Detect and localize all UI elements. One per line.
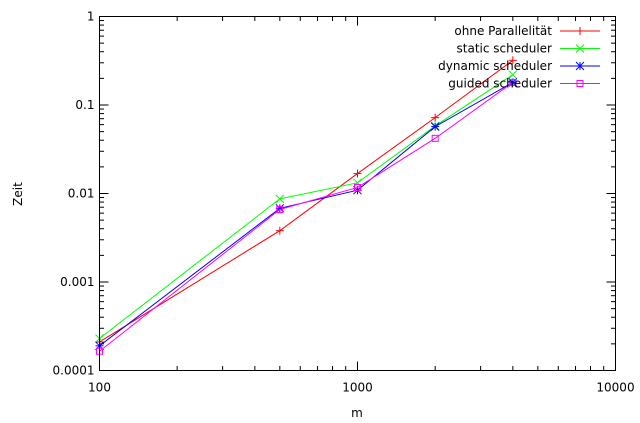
legend-marker bbox=[576, 80, 584, 87]
legend-marker bbox=[575, 61, 585, 71]
legend-label: dynamic scheduler bbox=[438, 59, 552, 73]
data-point bbox=[275, 194, 285, 204]
series-line bbox=[99, 82, 514, 352]
y-tick-label: 0.0001 bbox=[53, 364, 95, 378]
legend-label: ohne Parallelität bbox=[454, 24, 552, 38]
plot-frame bbox=[99, 16, 616, 371]
legend-entry: dynamic scheduler bbox=[438, 59, 600, 73]
legend-label: static scheduler bbox=[457, 42, 553, 56]
series-layer bbox=[95, 56, 518, 355]
series-dynamic-scheduler bbox=[95, 78, 518, 351]
data-point bbox=[509, 78, 517, 86]
data-point bbox=[431, 113, 440, 122]
legend: ohne Parallelität static scheduler dynamic… bbox=[438, 24, 600, 91]
data-point bbox=[508, 56, 517, 65]
legend-marker bbox=[576, 27, 584, 35]
y-tick-label: 0.001 bbox=[60, 275, 94, 289]
data-point bbox=[508, 70, 518, 80]
data-point bbox=[431, 134, 439, 142]
y-tick-label: 0.01 bbox=[68, 187, 95, 201]
series-ohne-parallelit-t bbox=[95, 56, 517, 346]
data-point bbox=[276, 205, 284, 213]
x-tick-label: 100 bbox=[88, 381, 111, 395]
y-tick-label: 0.1 bbox=[75, 98, 94, 112]
data-point bbox=[430, 122, 440, 131]
legend-marker bbox=[575, 44, 585, 53]
series-guided-scheduler bbox=[96, 78, 517, 355]
data-point bbox=[354, 183, 361, 191]
x-tick-label: 1000 bbox=[342, 381, 373, 395]
y-tick-label: 1 bbox=[87, 10, 95, 24]
legend-entry: static scheduler bbox=[457, 42, 600, 56]
data-point bbox=[353, 169, 362, 178]
y-axis-label: Zeit bbox=[11, 182, 25, 206]
legend-entry: ohne Parallelität bbox=[454, 24, 600, 38]
series-line bbox=[99, 59, 514, 343]
tick-labels: 100 1000 10000 0.0001 0.001 0.01 0.1 1 bbox=[53, 10, 635, 395]
series-static-scheduler bbox=[95, 70, 518, 343]
x-axis-label: m bbox=[351, 406, 363, 420]
legend-entry: guided scheduler bbox=[448, 77, 600, 91]
legend-label: guided scheduler bbox=[448, 77, 552, 91]
data-point bbox=[275, 226, 284, 235]
x-tick-label: 10000 bbox=[596, 381, 634, 395]
series-line bbox=[99, 81, 514, 347]
